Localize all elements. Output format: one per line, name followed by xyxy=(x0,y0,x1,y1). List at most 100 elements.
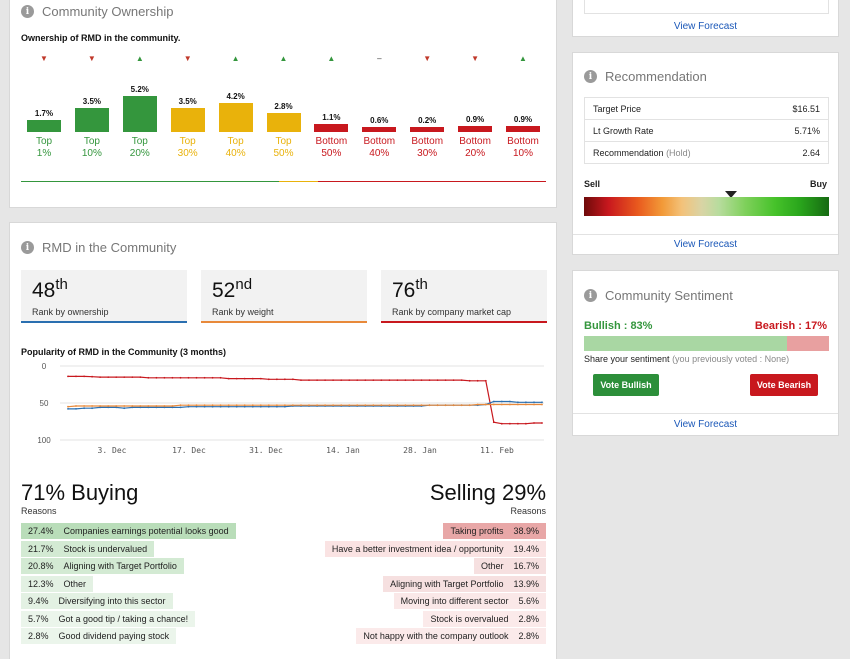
divider xyxy=(573,413,838,414)
buy-reason: 2.8% Good dividend paying stock xyxy=(21,628,177,644)
series-point xyxy=(115,376,118,378)
sell-reason: Taking profits 38.9% xyxy=(443,523,546,539)
series-point xyxy=(284,405,286,408)
series-point xyxy=(267,405,270,408)
series-point xyxy=(444,379,447,381)
view-forecast-link[interactable]: View Forecast xyxy=(673,239,738,250)
ownership-column[interactable]: ▲ 5.2% Top 20% xyxy=(116,54,164,160)
ownership-bar xyxy=(410,127,445,132)
trend-icon: ▲ xyxy=(231,54,240,63)
trend-icon: ▲ xyxy=(519,54,527,63)
series-point xyxy=(251,404,254,407)
series-point xyxy=(348,379,351,381)
series-point xyxy=(267,404,270,407)
series-point xyxy=(195,404,198,407)
series-point xyxy=(155,406,158,409)
series-point xyxy=(348,404,351,407)
series-point xyxy=(396,379,399,381)
trend-icon: ▲ xyxy=(279,54,288,63)
buy-reason: 5.7% Got a good tip / taking a chance! xyxy=(21,610,196,627)
series-point xyxy=(179,376,182,379)
series-point xyxy=(251,377,254,380)
ownership-group-label: Bottom 20% xyxy=(459,136,491,159)
series-point xyxy=(179,404,182,407)
series-point xyxy=(404,404,407,407)
rank-label: Rank by ownership xyxy=(32,307,109,317)
ownership-column[interactable]: ▲ 0.9% Bottom 10% xyxy=(499,54,547,160)
series-point xyxy=(67,375,69,378)
series-point xyxy=(219,376,222,379)
community-sentiment-card: i Community Sentiment Bullish : 83% Bear… xyxy=(572,270,839,436)
ownership-column[interactable]: ▼ 0.2% Bottom 30% xyxy=(403,54,451,160)
growth-rate-row: Lt Growth Rate 5.71% xyxy=(585,120,828,142)
x-tick-label: 31. Dec xyxy=(249,446,283,455)
series-point xyxy=(187,376,190,379)
popularity-chart[interactable]: 0 50 100 3. Dec 17. Dec 31. Dec 14. Jan 28. Jan… xyxy=(20,356,548,456)
ownership-group-label: Bottom 40% xyxy=(363,136,396,159)
trend-icon: ▼ xyxy=(471,54,480,63)
ownership-value: 0.2% xyxy=(418,116,437,125)
ownership-column[interactable]: ▲ 2.8% Top 50% xyxy=(260,54,308,160)
rmd-community-card: i RMD in the Community 48th Rank by owne… xyxy=(9,222,557,659)
series-point xyxy=(155,376,158,379)
series-point xyxy=(332,379,334,381)
x-tick-label: 14. Jan xyxy=(326,446,360,455)
sell-label: Sell xyxy=(584,179,601,189)
series-point xyxy=(211,376,214,379)
series-point xyxy=(436,404,439,407)
series-point xyxy=(492,421,495,424)
trend-icon: ▼ xyxy=(183,54,192,63)
view-forecast-link[interactable]: View Forecast xyxy=(673,419,738,430)
ownership-column[interactable]: ▼ 3.5% Top 10% xyxy=(68,54,116,160)
series-point xyxy=(187,404,190,407)
y-tick-label: 100 xyxy=(37,436,51,445)
series-point xyxy=(332,404,334,407)
series-point xyxy=(533,401,535,404)
ownership-column[interactable]: ▲ 4.2% Top 40% xyxy=(212,54,260,160)
info-icon[interactable]: i xyxy=(21,241,34,254)
ownership-column[interactable]: ▼ 1.7% Top 1% xyxy=(20,54,68,160)
series-point xyxy=(227,405,230,408)
series-point xyxy=(107,406,110,409)
series-point xyxy=(276,404,278,407)
series-point xyxy=(428,404,431,407)
vote-bearish-button[interactable]: Vote Bearish xyxy=(750,374,818,396)
buy-reason: 20.8% Aligning with Target Portfolio xyxy=(21,558,184,574)
series-point xyxy=(500,403,503,406)
series-point xyxy=(203,376,206,379)
info-icon[interactable]: i xyxy=(584,289,597,302)
ownership-column[interactable]: ▼ 3.5% Top 30% xyxy=(164,54,212,160)
series-point xyxy=(533,422,535,424)
row-value: $16.51 xyxy=(792,103,820,114)
view-forecast-link[interactable]: View Forecast xyxy=(673,21,738,32)
vote-bullish-button[interactable]: Vote Bullish xyxy=(593,374,659,396)
rank-label: Rank by weight xyxy=(212,307,274,317)
ownership-group-label: Top 40% xyxy=(225,136,246,159)
ownership-column[interactable]: ▲ 1.1% Bottom 50% xyxy=(307,54,355,160)
series-point xyxy=(115,406,118,409)
series-point xyxy=(99,376,101,378)
ownership-column[interactable]: ▼ 0.9% Bottom 20% xyxy=(451,54,499,160)
series-point xyxy=(541,401,543,404)
series-point xyxy=(155,405,158,407)
ownership-bar xyxy=(506,126,540,132)
series-point xyxy=(517,422,519,425)
series-point xyxy=(468,379,471,382)
sentiment-bar xyxy=(584,336,829,351)
ownership-column[interactable]: – 0.6% Bottom 40% xyxy=(355,54,403,160)
ownership-value: 0.9% xyxy=(513,115,533,124)
series-point xyxy=(460,404,463,407)
info-icon[interactable]: i xyxy=(21,5,34,18)
series-point xyxy=(380,404,383,407)
series-line-0[interactable] xyxy=(68,375,542,425)
series-point xyxy=(243,377,246,380)
gauge-marker xyxy=(725,191,737,198)
series-line-2[interactable] xyxy=(67,403,542,408)
series-point xyxy=(276,378,278,381)
series-point xyxy=(259,377,262,380)
series-point xyxy=(428,379,431,381)
info-icon[interactable]: i xyxy=(584,70,597,83)
series-point xyxy=(99,406,101,409)
series-point xyxy=(525,422,527,425)
series-point xyxy=(99,405,101,407)
